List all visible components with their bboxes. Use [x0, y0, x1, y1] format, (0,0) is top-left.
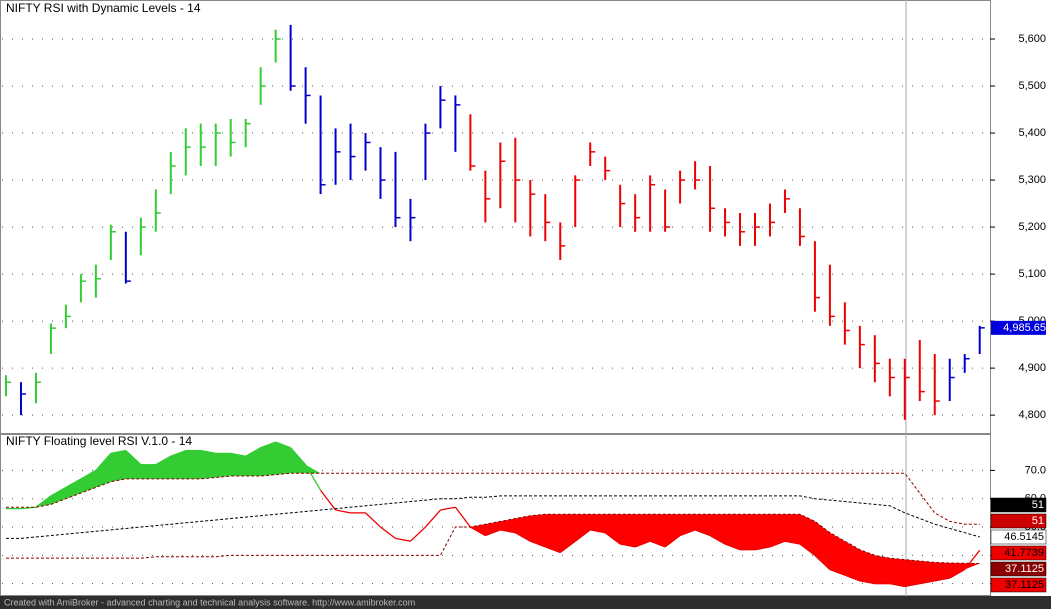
chart-title: NIFTY RSI with Dynamic Levels - 14 — [6, 1, 201, 15]
last-value-label: 4,985.65 — [1003, 322, 1046, 334]
rsi-line — [604, 532, 621, 545]
end-label-box — [990, 513, 1047, 529]
rsi-line — [934, 577, 950, 582]
rsi-line — [724, 543, 741, 551]
rsi-line — [574, 529, 591, 542]
rsi-line — [320, 489, 337, 511]
rsi-line — [530, 540, 546, 548]
rsi-line — [829, 568, 846, 576]
price-panel-frame — [0, 0, 991, 434]
rsi-line — [275, 441, 291, 449]
rsi-line — [784, 540, 801, 545]
rsi-line — [634, 540, 651, 548]
rsi-line — [500, 529, 516, 534]
rsi-line — [50, 486, 67, 497]
end-label-box — [990, 577, 1047, 593]
rsi-line — [754, 546, 771, 551]
rsi-line — [919, 580, 935, 585]
y-tick-label: 5,400 — [1018, 127, 1046, 139]
rsi-line — [769, 540, 786, 548]
y-tick-label: 4,800 — [1018, 409, 1046, 421]
rsi-line — [125, 450, 142, 466]
end-label: 37.1125 — [1005, 579, 1044, 591]
rsi-line — [155, 455, 172, 466]
end-label-box — [990, 529, 1047, 545]
rsi-line — [844, 574, 861, 582]
y-tick-label: 5,300 — [1018, 174, 1046, 186]
end-label: 51 — [1032, 515, 1044, 527]
rsi-line — [440, 506, 456, 511]
y-tick-label: 70.0 — [1025, 464, 1046, 476]
y-tick-label: 5,500 — [1018, 80, 1046, 92]
rsi-line — [365, 512, 381, 528]
rsi-line — [65, 478, 82, 488]
rsi-line — [260, 441, 276, 449]
rsi-line — [454, 506, 471, 528]
rsi-line — [424, 509, 441, 528]
end-label-box — [990, 497, 1047, 513]
rsi-line — [814, 554, 831, 570]
rsi-line — [335, 509, 351, 514]
end-label-box — [990, 545, 1047, 561]
rsi-line — [559, 540, 576, 554]
rsi-line — [290, 447, 307, 466]
last-value-box — [991, 320, 1046, 335]
rsi-line — [545, 546, 561, 554]
end-label: 46.5145 — [1004, 531, 1044, 543]
footer-text: Created with AmiBroker - advanced charti… — [4, 597, 415, 607]
y-tick-label: 4,900 — [1018, 362, 1046, 374]
fill-below — [6, 514, 980, 587]
rsi-line — [889, 583, 905, 588]
level-line — [6, 513, 980, 565]
y-tick-label: 5,100 — [1018, 268, 1046, 280]
rsi-line — [859, 580, 875, 585]
level-line — [6, 495, 980, 539]
rsi-line — [949, 568, 966, 579]
footer-bar — [0, 596, 1051, 609]
rsi-line — [110, 449, 126, 455]
rsi-line — [170, 449, 186, 457]
fill-above — [6, 442, 980, 525]
rsi-line — [590, 529, 606, 534]
rsi-line — [305, 464, 322, 491]
rsi-line — [410, 526, 426, 542]
rsi-line — [245, 447, 261, 457]
y-tick-label: 5,200 — [1018, 221, 1046, 233]
rsi-line — [95, 452, 112, 471]
rsi-line — [620, 543, 636, 548]
rsi-line — [80, 469, 97, 480]
rsi-line — [709, 534, 726, 545]
rsi-line — [664, 535, 681, 548]
rsi-line — [35, 495, 52, 508]
rsi-line — [514, 532, 531, 542]
rsi-line — [485, 529, 501, 537]
rsi-line — [679, 529, 696, 537]
rsi-line — [964, 549, 981, 570]
end-label: 37.1125 — [1005, 563, 1044, 575]
rsi-line — [649, 540, 666, 548]
rsi-line — [904, 583, 920, 588]
rsi-line — [470, 526, 486, 537]
rsi-line — [200, 449, 216, 455]
rsi-line — [694, 529, 711, 537]
y-tick-label: 5,600 — [1018, 33, 1046, 45]
rsi-line — [230, 452, 246, 457]
end-label: 51 — [1032, 499, 1044, 511]
rsi-line — [380, 526, 396, 539]
rsi-line — [395, 537, 411, 542]
chart-title: NIFTY Floating level RSI V.1.0 - 14 — [6, 434, 192, 448]
end-label: 41.7739 — [1004, 547, 1044, 559]
end-label-box — [990, 561, 1047, 577]
level-line — [6, 472, 980, 525]
rsi-line — [799, 543, 816, 556]
rsi-panel-frame — [0, 434, 991, 596]
